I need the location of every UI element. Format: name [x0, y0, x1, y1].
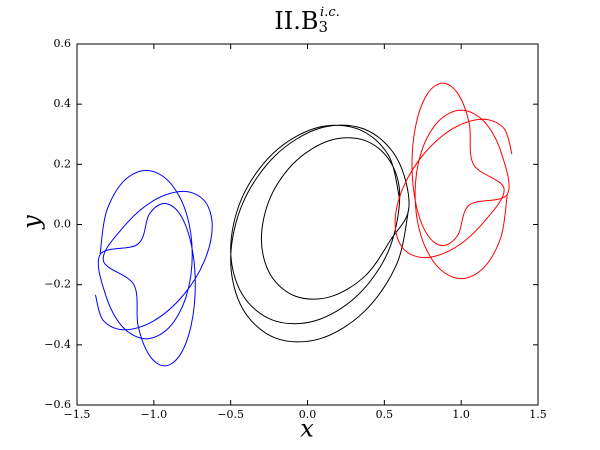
title-subscript: 3 [318, 18, 328, 36]
title-main: II.B [274, 7, 318, 35]
x-tick-label: −0.5 [217, 408, 244, 421]
x-tick-label: −1.5 [64, 408, 91, 421]
y-tick-label: 0.2 [54, 157, 72, 170]
chart-title: II.B3i.c. [274, 5, 339, 37]
trajectory [394, 82, 513, 280]
x-tick-label: 1.5 [529, 408, 547, 421]
x-axis-label: x [300, 415, 314, 443]
trajectory [94, 169, 213, 367]
y-tick-label: 0.0 [54, 218, 72, 231]
x-tick-label: 1.0 [452, 408, 470, 421]
y-tick-label: 0.4 [54, 97, 72, 110]
y-tick-label: −0.6 [44, 398, 71, 411]
x-tick-label: −1.0 [140, 408, 167, 421]
x-tick-label: 0.5 [376, 408, 394, 421]
y-tick-label: −0.2 [44, 278, 71, 291]
x-tick-label: 0.0 [299, 408, 317, 421]
y-axis-label: y [18, 215, 46, 230]
y-tick-label: −0.4 [44, 338, 71, 351]
title-superscript: i.c. [320, 5, 340, 20]
y-tick-label: 0.6 [54, 37, 72, 50]
trajectory [230, 124, 410, 343]
